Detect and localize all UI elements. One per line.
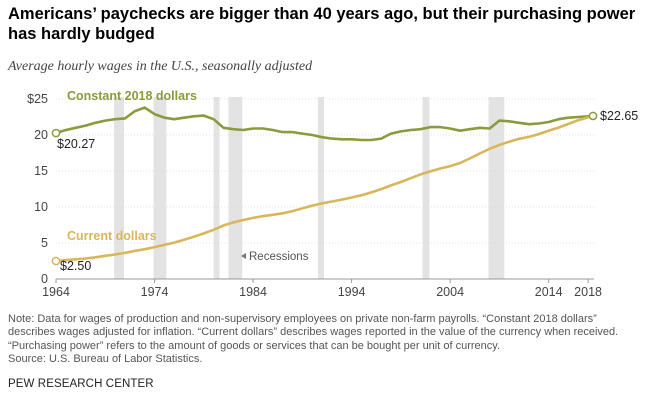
note-line: “Purchasing power” refers to the amount … — [8, 339, 501, 352]
recession-band — [153, 97, 167, 279]
x-axis-ticks: 1964 1974 1984 1994 2004 2014 2018 — [42, 279, 602, 299]
y-tick-label: 15 — [34, 164, 48, 178]
recession-band — [488, 97, 505, 279]
x-tick-label: 2014 — [535, 285, 563, 299]
y-tick-label: 20 — [34, 128, 48, 142]
current-dollars-line — [54, 114, 595, 263]
recession-band — [318, 97, 325, 279]
note-line: describes wages adjusted for inflation. … — [8, 326, 619, 339]
y-tick-label: 5 — [41, 236, 48, 250]
series-label-current: Current dollars — [67, 229, 157, 243]
recessions-arrow-icon — [241, 253, 246, 259]
x-tick-label: 2004 — [436, 285, 464, 299]
recession-band — [422, 97, 430, 279]
x-tick-label: 2018 — [574, 285, 602, 299]
x-tick-label: 1964 — [42, 285, 70, 299]
current-start-value: $2.50 — [60, 259, 91, 273]
wage-line-chart: 0 5 10 15 20 $25 1964 1974 1984 1994 2004 2014 2018… — [27, 89, 638, 299]
recessions-label: Recessions — [249, 251, 309, 263]
chart-labels: Constant 2018 dollars Current dollars $20.… — [57, 89, 638, 273]
note-line: Note: Data for wages of production and n… — [8, 313, 597, 325]
x-tick-label: 1994 — [338, 285, 366, 299]
recession-band — [228, 97, 243, 279]
chart-subtitle: Average hourly wages in the U.S., season… — [8, 59, 313, 74]
end-marker — [588, 111, 598, 121]
y-tick-label: 0 — [41, 272, 48, 286]
recession-bands — [114, 97, 505, 279]
end-value-label: $22.65 — [600, 109, 638, 123]
series-lines — [51, 106, 598, 266]
x-tick-label: 1984 — [239, 285, 267, 299]
series-label-constant: Constant 2018 dollars — [67, 89, 197, 103]
chart-note: Note: Data for wages of production and n… — [8, 313, 648, 367]
constant-start-value: $20.27 — [57, 137, 95, 151]
gridlines — [56, 98, 594, 280]
constant-dollars-line — [54, 106, 595, 142]
recession-band — [114, 97, 124, 279]
current-start-marker — [51, 256, 61, 266]
constant-start-marker — [51, 128, 61, 138]
y-axis-ticks: 0 5 10 15 20 $25 — [27, 92, 48, 286]
publisher-logo-text: PEW RESEARCH CENTER — [8, 378, 154, 390]
y-tick-label: $25 — [27, 92, 48, 106]
recession-band — [213, 97, 220, 279]
y-tick-label: 10 — [34, 200, 48, 214]
chart-title: Americans’ paychecks are bigger than 40 … — [8, 5, 636, 43]
source-line: Source: U.S. Bureau of Labor Statistics. — [8, 353, 203, 366]
x-tick-label: 1974 — [141, 285, 169, 299]
